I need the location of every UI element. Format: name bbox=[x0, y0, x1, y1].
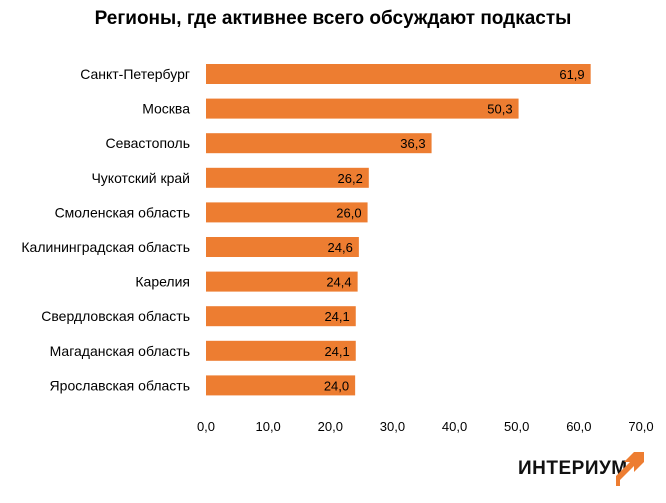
x-axis-layer: 0,0 10,0 20,0 30,0 40,0 50,0 60,0 70,0 bbox=[197, 419, 654, 434]
value-label: 24,1 bbox=[324, 344, 349, 359]
category-label: Смоленская область bbox=[55, 204, 190, 220]
value-label: 24,4 bbox=[326, 275, 351, 290]
bar bbox=[206, 306, 356, 327]
value-label: 26,2 bbox=[338, 171, 363, 186]
category-label: Карелия bbox=[135, 274, 190, 290]
bar bbox=[206, 375, 356, 396]
bar bbox=[206, 133, 432, 154]
category-label: Чукотский край bbox=[91, 170, 190, 186]
value-label: 36,3 bbox=[400, 136, 425, 151]
x-tick-label: 50,0 bbox=[504, 419, 529, 434]
x-tick-label: 70,0 bbox=[628, 419, 653, 434]
value-label: 24,0 bbox=[324, 378, 349, 393]
value-label: 24,1 bbox=[324, 309, 349, 324]
category-label: Севастополь bbox=[105, 135, 190, 151]
category-label: Магаданская область bbox=[50, 343, 190, 359]
chart-title: Регионы, где активнее всего обсуждают по… bbox=[94, 8, 572, 29]
x-tick-label: 30,0 bbox=[380, 419, 405, 434]
x-tick-label: 60,0 bbox=[566, 419, 591, 434]
bars-layer bbox=[206, 64, 591, 396]
value-label: 24,6 bbox=[328, 240, 353, 255]
bar bbox=[206, 340, 356, 361]
interium-logo: ИНТЕРИУМ bbox=[518, 450, 648, 490]
arrow-up-right-icon bbox=[616, 452, 644, 486]
value-labels-layer: 61,9 50,3 36,3 26,2 26,0 24,6 24,4 24,1 24,1 24,0 bbox=[324, 67, 585, 393]
bar bbox=[206, 237, 359, 257]
value-label: 26,0 bbox=[336, 205, 361, 220]
bar bbox=[206, 167, 369, 188]
value-label: 61,9 bbox=[559, 67, 584, 82]
x-tick-label: 20,0 bbox=[318, 419, 343, 434]
bar bbox=[206, 64, 591, 84]
bar bbox=[206, 271, 358, 292]
category-label: Ярославская область bbox=[50, 377, 190, 393]
x-tick-label: 0,0 bbox=[197, 419, 215, 434]
x-tick-label: 10,0 bbox=[255, 419, 280, 434]
bar bbox=[206, 202, 368, 223]
bar bbox=[206, 98, 519, 119]
value-label: 50,3 bbox=[487, 102, 512, 117]
logo-text: ИНТЕРИУМ bbox=[518, 458, 628, 479]
x-tick-label: 40,0 bbox=[442, 419, 467, 434]
category-label: Калининградская область bbox=[21, 239, 190, 255]
category-label: Москва bbox=[142, 101, 190, 117]
category-label: Свердловская область bbox=[41, 308, 190, 324]
category-labels-layer: Санкт-Петербург Москва Севастополь Чукотски… bbox=[21, 66, 190, 393]
category-label: Санкт-Петербург bbox=[80, 66, 190, 82]
